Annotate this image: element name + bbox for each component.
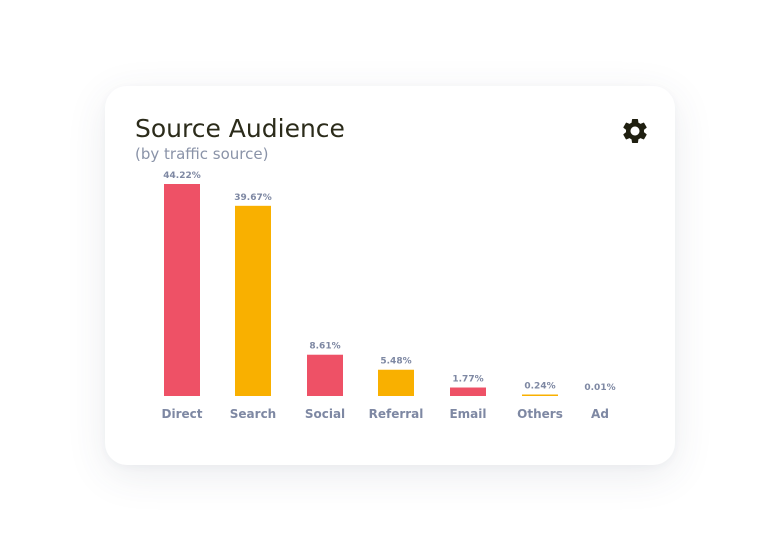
category-label-search: Search bbox=[230, 407, 276, 421]
category-label-direct: Direct bbox=[162, 407, 203, 421]
bar-direct bbox=[164, 184, 200, 396]
category-label-referral: Referral bbox=[369, 407, 424, 421]
bar-social bbox=[307, 354, 343, 396]
value-label-ad: 0.01% bbox=[584, 383, 615, 393]
bar-search bbox=[235, 205, 271, 396]
bar-email bbox=[450, 387, 486, 396]
category-label-others: Others bbox=[517, 407, 563, 421]
value-label-others: 0.24% bbox=[524, 382, 555, 392]
gear-icon[interactable] bbox=[620, 116, 650, 146]
category-label-social: Social bbox=[305, 407, 345, 421]
value-label-referral: 5.48% bbox=[380, 357, 411, 367]
card-subtitle: (by traffic source) bbox=[135, 145, 269, 163]
source-audience-card: Source Audience (by traffic source) 44.2… bbox=[105, 86, 675, 465]
value-label-search: 39.67% bbox=[234, 193, 272, 203]
card-title: Source Audience bbox=[135, 114, 345, 143]
category-label-ad: Ad bbox=[591, 407, 609, 421]
bar-chart: 44.22% Direct 39.67% Search 8.61% Social 5.48%… bbox=[162, 171, 616, 421]
category-label-email: Email bbox=[449, 407, 486, 421]
value-label-direct: 44.22% bbox=[163, 171, 201, 181]
value-label-social: 8.61% bbox=[309, 342, 340, 352]
value-label-email: 1.77% bbox=[452, 375, 483, 385]
bar-others bbox=[522, 394, 558, 396]
bar-referral bbox=[378, 369, 414, 396]
gear-icon-svg bbox=[623, 119, 647, 143]
